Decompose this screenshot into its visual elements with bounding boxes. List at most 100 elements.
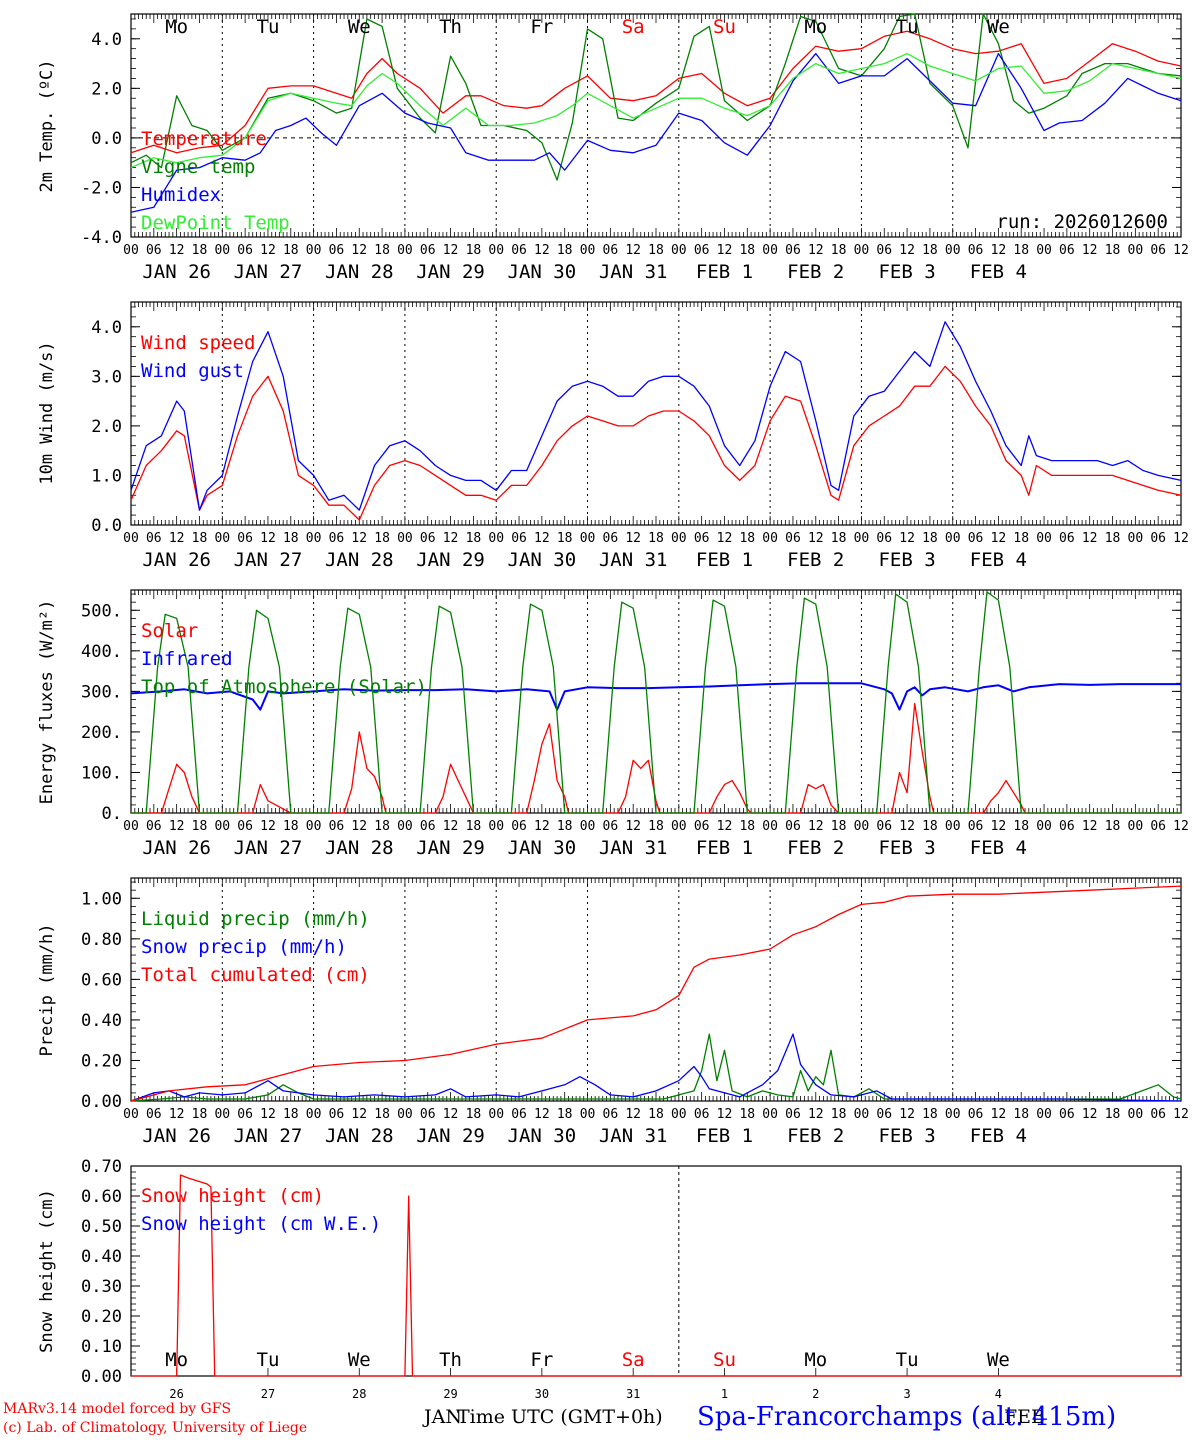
- hour-tick-label: 06: [1059, 819, 1075, 834]
- date-label: FEB 2: [787, 549, 844, 571]
- hour-tick-label: 12: [351, 243, 367, 258]
- hour-tick-label: 06: [968, 1107, 984, 1122]
- hour-tick-label: 06: [1150, 243, 1166, 258]
- panel-5: 26 27 28 29 30 31 1 2 3 4 0.00 0.10 0.20 0.30 0.40 0.50…: [37, 1157, 1182, 1401]
- hour-tick-label: 00: [854, 819, 870, 834]
- hour-tick-label: 00: [945, 243, 961, 258]
- hour-tick-label: 00: [214, 531, 230, 546]
- series-line-vigne-temp: [130, 13, 1182, 181]
- y-tick-label: 1.0: [91, 466, 122, 486]
- hour-tick-label: 18: [192, 819, 208, 834]
- y-tick-label: 300.: [81, 682, 122, 702]
- hour-tick-label: 06: [420, 819, 436, 834]
- hour-tick-label: 06: [603, 819, 619, 834]
- hour-tick-label: 12: [1082, 819, 1098, 834]
- legend-entry: Temperature: [141, 128, 267, 150]
- hour-tick-label: 06: [876, 531, 892, 546]
- hour-tick-label: 06: [237, 531, 253, 546]
- hour-tick-label: 06: [876, 1107, 892, 1122]
- hour-tick-label: 06: [146, 243, 162, 258]
- hour-tick-label: 00: [580, 531, 596, 546]
- hour-tick-label: 12: [1082, 243, 1098, 258]
- day-name-label: Su: [713, 16, 736, 38]
- hour-tick-label: 18: [557, 531, 573, 546]
- footer-model: MARv3.14 model forced by GFS: [3, 1401, 232, 1417]
- hour-tick-label: 18: [922, 819, 938, 834]
- hour-tick-label: 00: [123, 531, 139, 546]
- hour-tick-label: 12: [991, 531, 1007, 546]
- hour-tick-label: 18: [831, 1107, 847, 1122]
- hour-tick-label: 00: [854, 531, 870, 546]
- date-label: FEB 1: [696, 837, 753, 859]
- hour-tick-label: 18: [1013, 531, 1029, 546]
- hour-tick-label: 00: [1128, 531, 1144, 546]
- hour-tick-label: 00: [397, 531, 413, 546]
- hour-tick-label: 06: [237, 1107, 253, 1122]
- legend-entry: Solar: [141, 620, 198, 642]
- hour-tick-label: 12: [899, 819, 915, 834]
- day-number-label: 26: [169, 1387, 183, 1401]
- hour-tick-label: 06: [511, 531, 527, 546]
- hour-tick-label: 00: [1036, 819, 1052, 834]
- legend-entry: Snow height (cm): [141, 1185, 324, 1207]
- date-label: JAN 27: [234, 1125, 303, 1147]
- y-tick-label: 400.: [81, 642, 122, 662]
- hour-tick-label: 06: [785, 243, 801, 258]
- hour-tick-label: 06: [603, 243, 619, 258]
- hour-tick-label: 18: [831, 243, 847, 258]
- y-tick-label: 200.: [81, 723, 122, 743]
- hour-tick-label: 12: [260, 531, 276, 546]
- legend-entry: DewPoint Temp: [141, 212, 290, 234]
- y-tick-label: 0.0: [91, 129, 122, 149]
- hour-tick-label: 06: [1150, 531, 1166, 546]
- date-label: FEB 1: [696, 549, 753, 571]
- date-label: JAN 26: [142, 1125, 211, 1147]
- date-label: JAN 30: [508, 1125, 577, 1147]
- hour-tick-label: 18: [1105, 531, 1121, 546]
- day-name-label: Sa: [622, 16, 645, 38]
- day-name-label: Tu: [257, 1349, 280, 1371]
- hour-tick-label: 00: [945, 531, 961, 546]
- series-line-liquid-precip-mm-h-: [130, 1033, 1182, 1102]
- date-label: JAN 31: [599, 837, 668, 859]
- hour-tick-label: 06: [329, 1107, 345, 1122]
- hour-tick-label: 12: [351, 531, 367, 546]
- hour-tick-label: 18: [283, 531, 299, 546]
- date-label: FEB 4: [970, 1125, 1027, 1147]
- y-axis-label: 10m Wind (m/s): [37, 341, 57, 484]
- hour-tick-label: 06: [420, 531, 436, 546]
- hour-tick-label: 00: [214, 819, 230, 834]
- footer-time-axis: Time UTC (GMT+0h): [457, 1406, 663, 1428]
- hour-tick-label: 12: [991, 243, 1007, 258]
- hour-tick-label: 12: [1173, 1107, 1189, 1122]
- hour-tick-label: 18: [283, 819, 299, 834]
- hour-tick-label: 00: [580, 1107, 596, 1122]
- hour-tick-label: 18: [466, 819, 482, 834]
- date-label: FEB 2: [787, 261, 844, 283]
- hour-tick-label: 06: [511, 243, 527, 258]
- hour-tick-label: 18: [466, 243, 482, 258]
- hour-tick-label: 12: [717, 531, 733, 546]
- hour-tick-label: 00: [671, 819, 687, 834]
- y-tick-label: 2.0: [91, 79, 122, 99]
- date-label: JAN 28: [325, 549, 394, 571]
- legend-entry: Snow precip (mm/h): [141, 936, 347, 958]
- series-line-wind-speed: [130, 365, 1182, 521]
- hour-tick-label: 12: [808, 1107, 824, 1122]
- day-name-label: Th: [439, 16, 462, 38]
- date-label: FEB 4: [970, 549, 1027, 571]
- hour-tick-label: 18: [374, 243, 390, 258]
- day-name-label: We: [348, 1349, 371, 1371]
- day-name-label: Mo: [804, 1349, 827, 1371]
- day-number-label: 27: [261, 1387, 275, 1401]
- hour-tick-label: 12: [625, 243, 641, 258]
- hour-tick-label: 06: [785, 1107, 801, 1122]
- series-line-top-of-atmosphere-solar-: [131, 591, 1181, 814]
- day-name-label: Su: [713, 1349, 736, 1371]
- y-tick-label: 1.00: [81, 889, 122, 909]
- hour-tick-label: 06: [876, 243, 892, 258]
- hour-tick-label: 12: [899, 1107, 915, 1122]
- date-label: JAN 27: [234, 549, 303, 571]
- hour-tick-label: 18: [739, 1107, 755, 1122]
